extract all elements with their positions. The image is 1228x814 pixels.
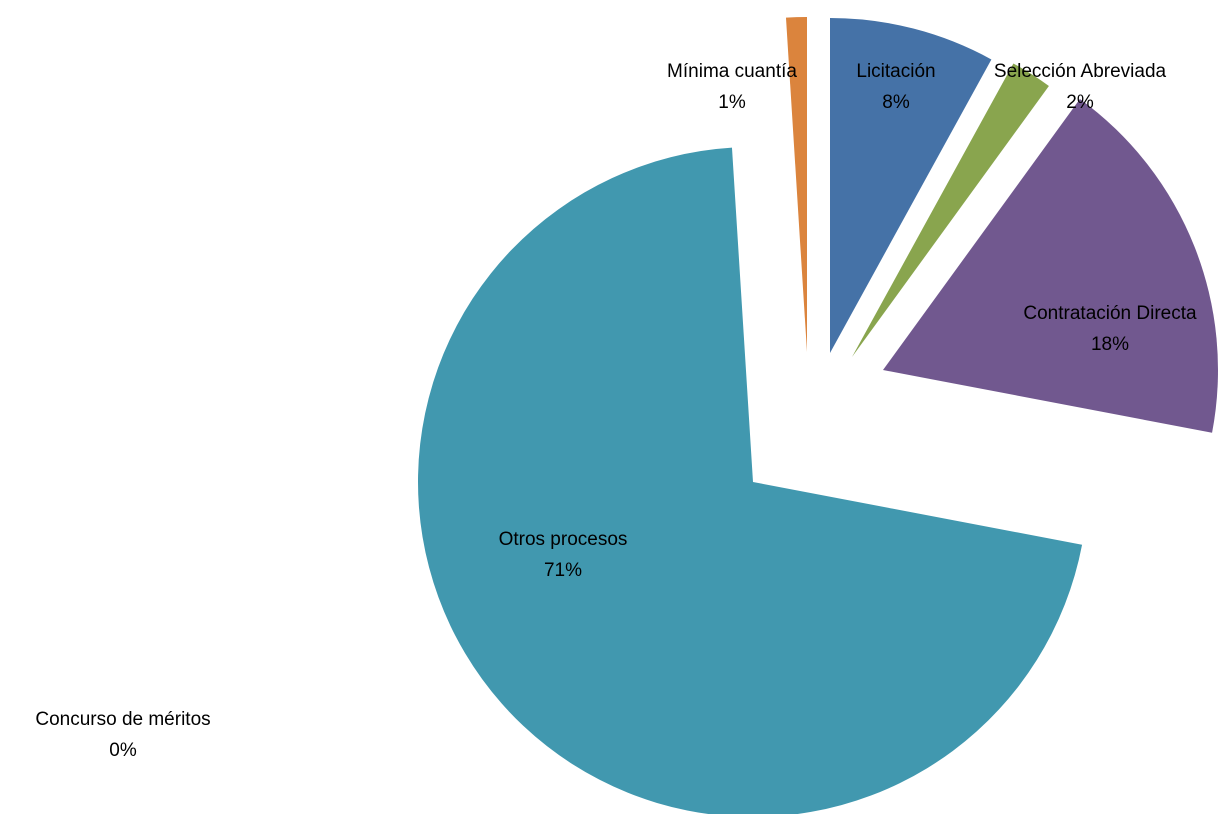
pie-slice-minima-cuantia [785,17,807,352]
slices-layer [418,17,1219,814]
slice-label-concurso-de-meritos: Concurso de méritos [35,709,210,730]
pie-slice-otros-procesos [418,147,1083,814]
slice-label-minima-cuantia: Mínima cuantía [667,61,797,82]
pie-slice-contratacion-directa [883,98,1219,433]
slice-label-contratacion-directa: Contratación Directa [1023,303,1197,324]
slice-percent-contratacion-directa: 18% [1091,334,1129,355]
slice-percent-concurso-de-meritos: 0% [109,740,137,761]
pie-slice-licitacion [830,18,992,353]
slice-percent-seleccion-abreviada: 2% [1066,92,1094,113]
slice-percent-otros-procesos: 71% [544,560,582,581]
slice-percent-licitacion: 8% [882,92,910,113]
slice-label-otros-procesos: Otros procesos [499,529,628,550]
pie-slice-seleccion-abreviada [852,63,1049,357]
slice-percent-minima-cuantia: 1% [718,92,746,113]
slice-label-licitacion: Licitación [856,61,935,82]
labels-layer: Licitación 8% Selección Abreviada 2% Contrat… [35,61,1197,761]
slice-label-seleccion-abreviada: Selección Abreviada [994,61,1167,82]
